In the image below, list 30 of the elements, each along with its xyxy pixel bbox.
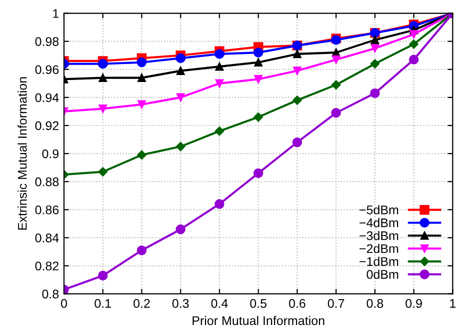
legend-label: −4dBm — [360, 218, 398, 228]
y-tick-label: 0.94 — [35, 93, 59, 102]
y-tick-label: 0.96 — [35, 65, 59, 74]
y-tick-label: 0.82 — [35, 262, 59, 270]
y-tick-label: 0.92 — [35, 121, 59, 130]
x-tick-label: 0.7 — [328, 299, 344, 308]
x-tick-label: 0 — [61, 299, 67, 308]
y-tick-label: 0.86 — [35, 205, 59, 214]
x-tick-label: 0.8 — [366, 299, 384, 308]
y-tick-label: 0.8 — [42, 290, 59, 298]
y-tick-label: 0.88 — [35, 177, 59, 186]
y-tick-label: 0.84 — [35, 234, 59, 242]
y-tick-label: 0.98 — [35, 37, 59, 46]
legend-label: −1dBm — [360, 256, 398, 266]
y-tick-label: 1 — [53, 9, 59, 18]
x-tick-label: 0.4 — [211, 299, 228, 308]
legend-label: −5dBm — [360, 205, 398, 214]
legend-label: 0dBm — [366, 270, 398, 279]
x-tick-label: 0.9 — [406, 299, 422, 308]
legend-label: −3dBm — [360, 230, 398, 240]
y-tick-label: 0.9 — [42, 149, 59, 158]
x-tick-label: 1 — [450, 299, 456, 308]
x-tick-label: 0.5 — [250, 299, 266, 308]
x-tick-label: 0.6 — [289, 299, 306, 308]
x-axis-title: Prior Mutual Information — [192, 316, 324, 326]
x-tick-label: 0.2 — [134, 299, 150, 308]
x-tick-label: 0.1 — [94, 299, 111, 308]
x-tick-label: 0.3 — [172, 299, 189, 308]
y-axis-title: Extrinsic Mutual Information — [18, 77, 27, 230]
legend-label: −2dBm — [360, 244, 398, 254]
